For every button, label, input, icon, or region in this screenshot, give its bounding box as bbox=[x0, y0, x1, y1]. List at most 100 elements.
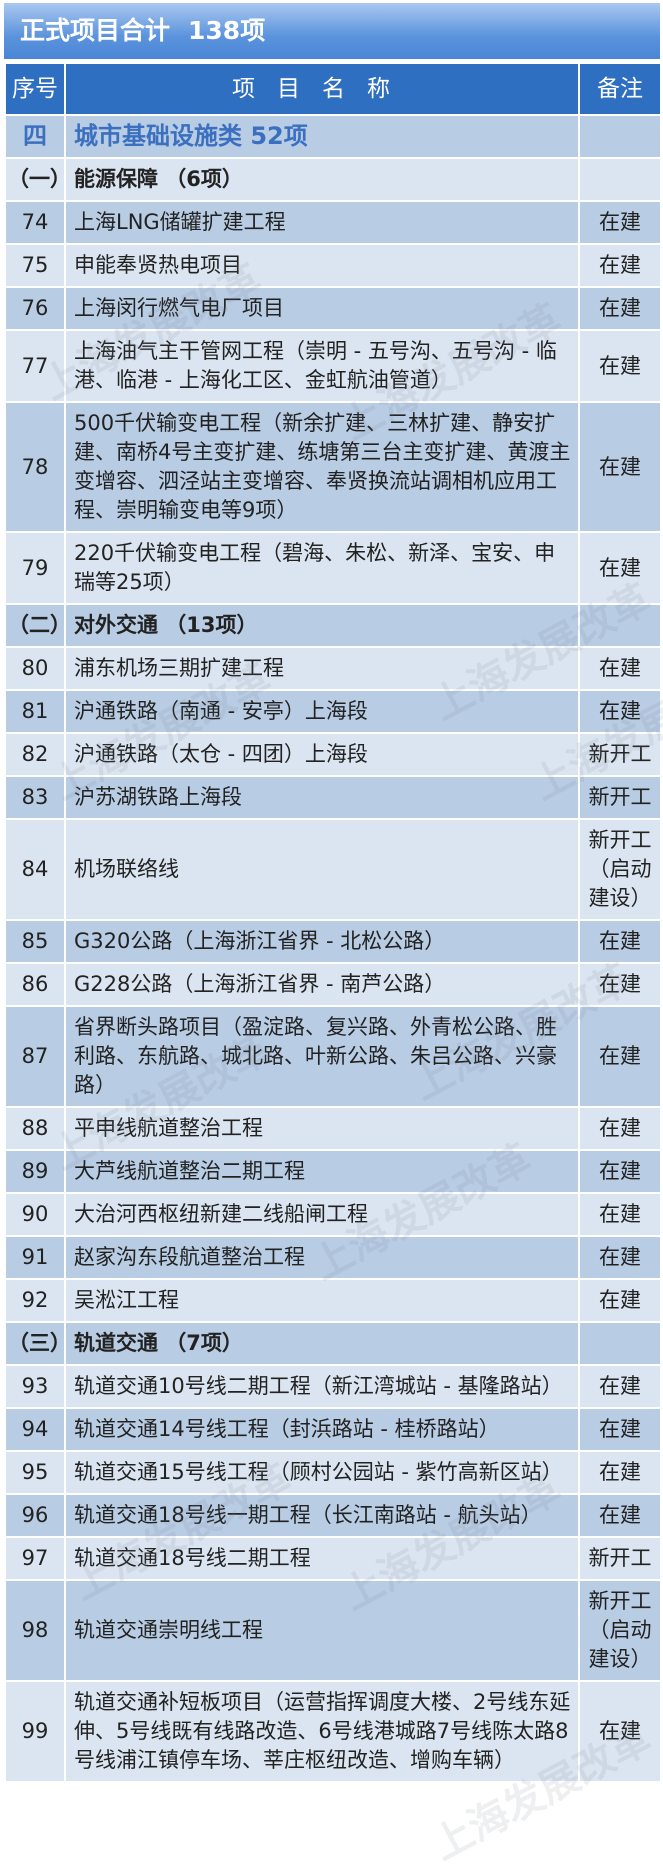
cell-note: 在建 bbox=[578, 1407, 662, 1452]
table-row: 90 大治河西枢纽新建二线船闸工程 在建 bbox=[4, 1192, 662, 1237]
cell-seq: 90 bbox=[4, 1192, 66, 1237]
table-row: 85 G320公路（上海浙江省界 - 北松公路） 在建 bbox=[4, 919, 662, 964]
table-row: 93 轨道交通10号线二期工程（新江湾城站 - 基隆路站） 在建 bbox=[4, 1364, 662, 1409]
cell-note: 在建 bbox=[578, 531, 662, 605]
cell-note: 在建 bbox=[578, 1149, 662, 1194]
section-row: （一） 能源保障 （6项） bbox=[4, 157, 662, 202]
cell-seq: 97 bbox=[4, 1536, 66, 1581]
header-seq: 序号 bbox=[4, 62, 66, 116]
header-note: 备注 bbox=[578, 62, 662, 116]
cell-note: 在建 bbox=[578, 243, 662, 288]
table-row: 89 大芦线航道整治二期工程 在建 bbox=[4, 1149, 662, 1194]
cell-note: 在建 bbox=[578, 1680, 662, 1783]
table-row: 77 上海油气主干管网工程（崇明 - 五号沟、五号沟 - 临港、临港 - 上海化工… bbox=[4, 329, 662, 403]
cell-name: 城市基础设施类 52项 bbox=[64, 114, 580, 159]
header-name: 项目名称 bbox=[64, 62, 580, 116]
cell-seq: 98 bbox=[4, 1579, 66, 1682]
cell-name: 轨道交通补短板项目（运营指挥调度大楼、2号线东延伸、5号线既有线路改造、6号线港… bbox=[64, 1680, 580, 1783]
cell-seq: 93 bbox=[4, 1364, 66, 1409]
cell-seq: 79 bbox=[4, 531, 66, 605]
cell-note: 新开工（启动建设） bbox=[578, 818, 662, 921]
cell-note: 在建 bbox=[578, 919, 662, 964]
cell-name: 轨道交通崇明线工程 bbox=[64, 1579, 580, 1682]
table-row: 88 平申线航道整治工程 在建 bbox=[4, 1106, 662, 1151]
table-row: 84 机场联络线 新开工（启动建设） bbox=[4, 818, 662, 921]
table-header-row: 序号 项目名称 备注 bbox=[4, 62, 662, 116]
cell-seq: 95 bbox=[4, 1450, 66, 1495]
cell-note: 新开工 bbox=[578, 1536, 662, 1581]
cell-name: 省界断头路项目（盈淀路、复兴路、外青松公路、胜利路、东航路、城北路、叶新公路、朱… bbox=[64, 1005, 580, 1108]
cell-seq: （三） bbox=[4, 1321, 71, 1366]
title-label: 正式项目合计 bbox=[20, 16, 171, 45]
cell-note: 在建 bbox=[578, 1278, 662, 1323]
table-title-bar: 正式项目合计 138项 bbox=[4, 3, 660, 59]
cell-name: 上海闵行燃气电厂项目 bbox=[64, 286, 580, 331]
cell-seq: 75 bbox=[4, 243, 66, 288]
table-row: 91 赵家沟东段航道整治工程 在建 bbox=[4, 1235, 662, 1280]
cell-name: 220千伏输变电工程（碧海、朱松、新泽、宝安、申瑞等25项） bbox=[64, 531, 580, 605]
cell-name: 赵家沟东段航道整治工程 bbox=[64, 1235, 580, 1280]
cell-name: G228公路（上海浙江省界 - 南芦公路） bbox=[64, 962, 580, 1007]
cell-note: 在建 bbox=[578, 1192, 662, 1237]
cell-seq: 91 bbox=[4, 1235, 66, 1280]
table-row: 95 轨道交通15号线工程（顾村公园站 - 紫竹高新区站） 在建 bbox=[4, 1450, 662, 1495]
cell-seq: 80 bbox=[4, 646, 66, 691]
cell-note: 在建 bbox=[578, 401, 662, 533]
cell-note: 在建 bbox=[578, 286, 662, 331]
cell-name: 吴淞江工程 bbox=[64, 1278, 580, 1323]
cell-note bbox=[578, 1321, 662, 1366]
cell-note: 在建 bbox=[578, 1493, 662, 1538]
table-row: 92 吴淞江工程 在建 bbox=[4, 1278, 662, 1323]
cell-name: 轨道交通15号线工程（顾村公园站 - 紫竹高新区站） bbox=[64, 1450, 580, 1495]
cell-name: 沪通铁路（太仓 - 四团）上海段 bbox=[64, 732, 580, 777]
table-row: 98 轨道交通崇明线工程 新开工（启动建设） bbox=[4, 1579, 662, 1682]
table-row: 86 G228公路（上海浙江省界 - 南芦公路） 在建 bbox=[4, 962, 662, 1007]
table-row: 80 浦东机场三期扩建工程 在建 bbox=[4, 646, 662, 691]
table-row: 97 轨道交通18号线二期工程 新开工 bbox=[4, 1536, 662, 1581]
cell-name: 平申线航道整治工程 bbox=[64, 1106, 580, 1151]
cell-name: 沪苏湖铁路上海段 bbox=[64, 775, 580, 820]
cell-note: 新开工（启动建设） bbox=[578, 1579, 662, 1682]
title-count: 138项 bbox=[188, 16, 266, 45]
cell-seq: 82 bbox=[4, 732, 66, 777]
cell-note: 新开工 bbox=[578, 775, 662, 820]
cell-note: 在建 bbox=[578, 1450, 662, 1495]
cell-seq: 81 bbox=[4, 689, 66, 734]
category-row: 四城市基础设施类 52项 bbox=[4, 114, 662, 159]
cell-name: 申能奉贤热电项目 bbox=[64, 243, 580, 288]
table-row: 79 220千伏输变电工程（碧海、朱松、新泽、宝安、申瑞等25项） 在建 bbox=[4, 531, 662, 605]
cell-name: 上海LNG储罐扩建工程 bbox=[64, 200, 580, 245]
cell-name: 对外交通 （13项） bbox=[64, 603, 580, 648]
cell-seq: 88 bbox=[4, 1106, 66, 1151]
cell-seq: 86 bbox=[4, 962, 66, 1007]
cell-seq: 85 bbox=[4, 919, 66, 964]
cell-note: 在建 bbox=[578, 329, 662, 403]
cell-note: 在建 bbox=[578, 1106, 662, 1151]
cell-name: 能源保障 （6项） bbox=[64, 157, 580, 202]
project-table: 序号 项目名称 备注 四城市基础设施类 52项 （一） 能源保障 （6项） 74 上海L… bbox=[4, 62, 662, 1783]
cell-name: 轨道交通18号线一期工程（长江南路站 - 航头站） bbox=[64, 1493, 580, 1538]
cell-seq: 四 bbox=[4, 114, 66, 159]
cell-seq: 84 bbox=[4, 818, 66, 921]
cell-note: 在建 bbox=[578, 1235, 662, 1280]
table-row: 75 申能奉贤热电项目 在建 bbox=[4, 243, 662, 288]
table-row: 96 轨道交通18号线一期工程（长江南路站 - 航头站） 在建 bbox=[4, 1493, 662, 1538]
table-row: 82 沪通铁路（太仓 - 四团）上海段 新开工 bbox=[4, 732, 662, 777]
cell-note: 在建 bbox=[578, 200, 662, 245]
cell-note: 在建 bbox=[578, 689, 662, 734]
cell-note bbox=[578, 114, 662, 159]
cell-name: 大芦线航道整治二期工程 bbox=[64, 1149, 580, 1194]
table-row: 99 轨道交通补短板项目（运营指挥调度大楼、2号线东延伸、5号线既有线路改造、6号… bbox=[4, 1680, 662, 1783]
cell-seq: 78 bbox=[4, 401, 66, 533]
cell-seq: 89 bbox=[4, 1149, 66, 1194]
cell-note bbox=[578, 157, 662, 202]
cell-seq: 74 bbox=[4, 200, 66, 245]
table-row: 81 沪通铁路（南通 - 安亭）上海段 在建 bbox=[4, 689, 662, 734]
cell-name: 浦东机场三期扩建工程 bbox=[64, 646, 580, 691]
cell-name: G320公路（上海浙江省界 - 北松公路） bbox=[64, 919, 580, 964]
cell-note: 在建 bbox=[578, 1364, 662, 1409]
cell-seq: 87 bbox=[4, 1005, 66, 1108]
table-row: 78 500千伏输变电工程（新余扩建、三林扩建、静安扩建、南桥4号主变扩建、练塘第… bbox=[4, 401, 662, 533]
cell-name: 轨道交通10号线二期工程（新江湾城站 - 基隆路站） bbox=[64, 1364, 580, 1409]
cell-seq: 77 bbox=[4, 329, 66, 403]
